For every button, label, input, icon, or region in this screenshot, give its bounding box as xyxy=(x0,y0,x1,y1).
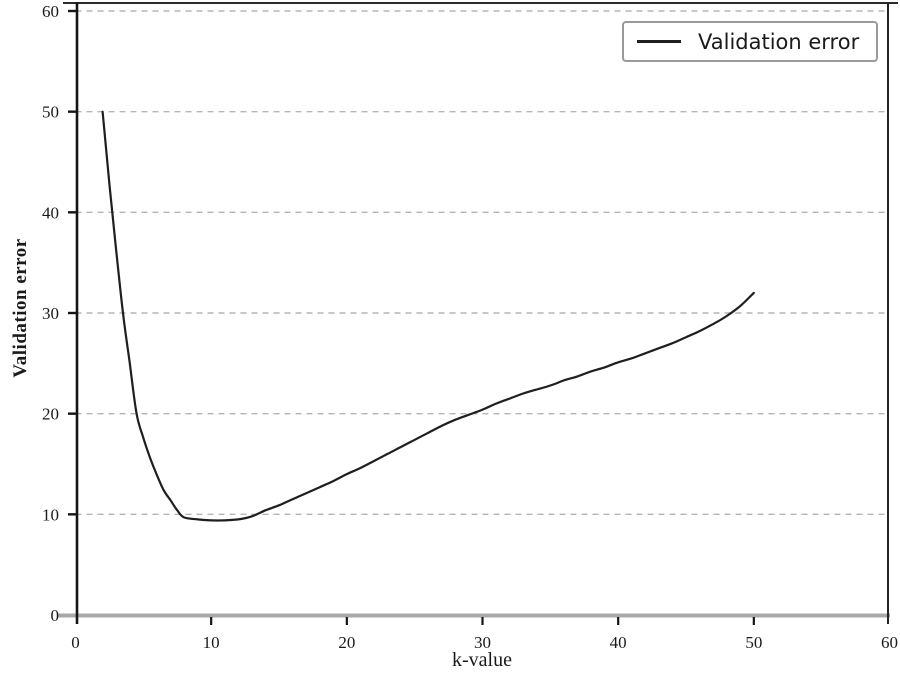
y-tick-label-50: 50 xyxy=(42,103,59,122)
validation-error-curve xyxy=(101,110,755,522)
x-tick-label-40: 40 xyxy=(610,633,627,652)
y-tick-label-40: 40 xyxy=(42,203,59,222)
x-axis-label: k-value xyxy=(452,649,512,671)
x-tick-label-20: 20 xyxy=(338,633,355,652)
y-tick-label-60: 60 xyxy=(42,2,59,21)
legend: Validation error xyxy=(622,21,878,62)
legend-label: Validation error xyxy=(698,29,860,54)
x-tick-label-10: 10 xyxy=(203,633,220,652)
x-tick-label-50: 50 xyxy=(745,633,762,652)
x-tick-label-30: 30 xyxy=(474,633,491,652)
y-axis-label: Validation error xyxy=(10,238,31,378)
y-tick-label-0: 0 xyxy=(51,606,60,625)
y-tick-label-10: 10 xyxy=(42,505,59,524)
y-tick-label-20: 20 xyxy=(42,405,59,424)
x-tick-label-0: 0 xyxy=(71,633,80,652)
y-tick-label-30: 30 xyxy=(42,304,59,323)
legend-line-sample-icon xyxy=(637,40,681,43)
x-tick-label-60: 60 xyxy=(881,633,898,652)
